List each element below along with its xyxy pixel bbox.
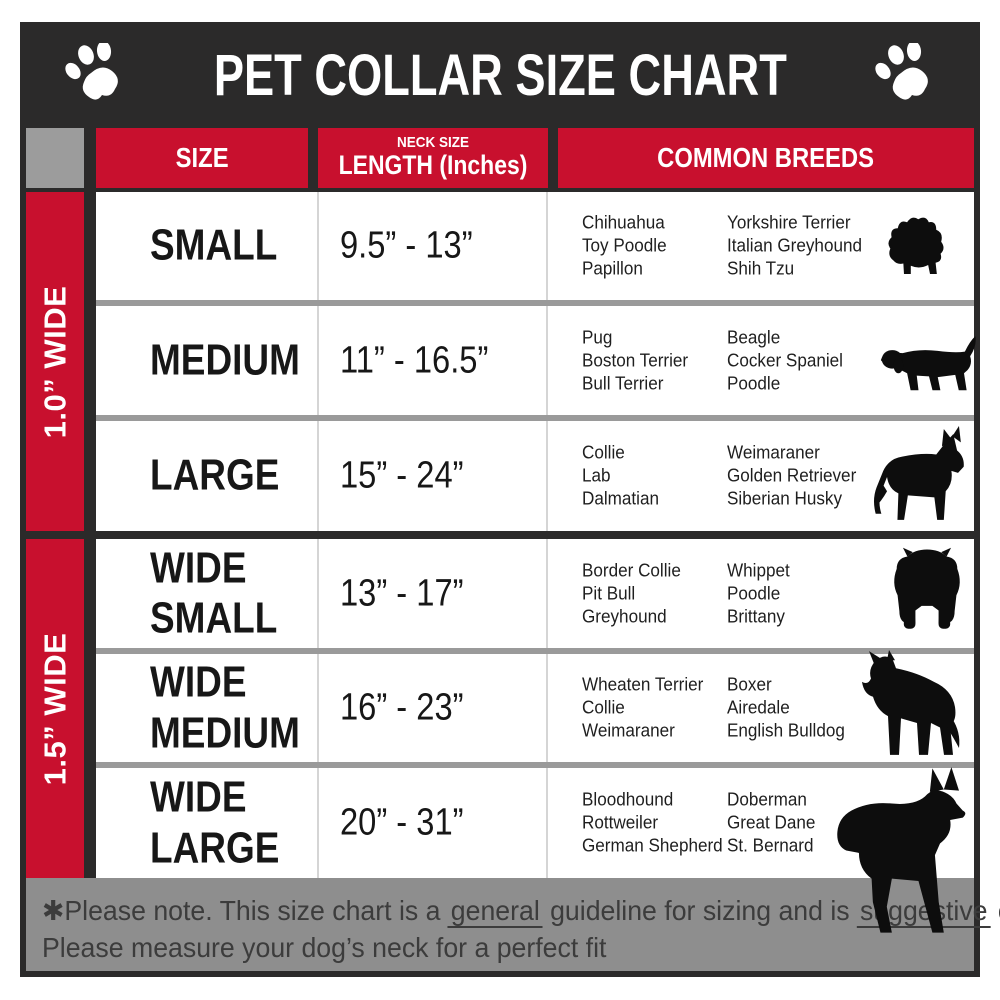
chart-frame: PET COLLAR SIZE CHART SIZE NECK SIZE LEN… [20,22,1000,977]
size-label: WIDE LARGE [150,772,280,872]
size-label: WIDE MEDIUM [150,657,300,757]
table-row-small: SMALL 9.5” - 13” Chihuahua Toy Poodle Papi… [96,192,974,300]
breeds-list-left: Pug Boston Terrier Bull Terrier [582,327,689,393]
neck-length-value: 13” - 17” [340,572,464,614]
paw-icon-left [65,43,118,100]
breeds-list-right: Beagle Cocker Spaniel Poodle [727,327,843,393]
footer-note-line-1: ✱Please note. This size chart is a gener… [42,892,1000,929]
table-row-wide-small: WIDE SMALL 13” - 17” Border Collie Pit Bu… [96,539,974,648]
breeds-list-left: Chihuahua Toy Poodle Papillon [582,212,667,279]
shih-tzu-icon [886,214,948,280]
neck-length-value: 11” - 16.5” [340,339,489,381]
doberman-icon [826,766,978,942]
breeds-list-left: Wheaten Terrier Collie Weimaraner [582,674,704,741]
size-label: LARGE [150,450,280,500]
row-divider [96,415,974,421]
breeds-list-right: Yorkshire Terrier Italian Greyhound Shih T… [727,212,862,279]
breeds-list-left: Border Collie Pit Bull Greyhound [582,560,681,626]
title-bar: PET COLLAR SIZE CHART [20,22,980,128]
size-label: MEDIUM [150,335,300,385]
table-row-wide-medium: WIDE MEDIUM 16” - 23” Wheaten Terrier Col… [96,654,974,762]
breeds-list-right: Whippet Poodle Brittany [727,560,790,626]
breeds-list-right: Weimaraner Golden Retriever Siberian Husky [727,442,857,509]
neck-length-value: 9.5” - 13” [340,224,473,267]
bulldog-icon [886,546,968,634]
beagle-icon [880,330,978,398]
breeds-list-left: Collie Lab Dalmatian [582,442,659,509]
neck-length-value: 15” - 24” [340,454,464,497]
neck-length-value: 16” - 23” [340,686,464,729]
size-label: SMALL [150,220,278,270]
column-header-common-breeds: COMMON BREEDS [558,128,974,188]
table-row-large: LARGE 15” - 24” Collie Lab Dalmatian Weima… [96,421,974,531]
section-label-1-5-inch-wide: 1.5” WIDE [26,539,84,878]
breeds-list-right: Boxer Airedale English Bulldog [727,674,845,741]
column-header-neck-size: NECK SIZE LENGTH (Inches) [318,128,548,188]
row-divider [96,300,974,306]
size-label: WIDE SMALL [150,542,278,643]
breeds-list-right: Doberman Great Dane St. Bernard [727,789,816,856]
breeds-list-left: Bloodhound Rottweiler German Shepherd [582,789,723,856]
corner-cell [26,128,84,188]
page-title: PET COLLAR SIZE CHART [213,42,787,108]
table-row-medium: MEDIUM 11” - 16.5” Pug Boston Terrier Bull… [96,306,974,415]
table-row-wide-large: WIDE LARGE 20” - 31” Bloodhound Rottweile… [96,768,974,878]
neck-length-value: 20” - 31” [340,801,464,844]
footer-note-line-2: Please measure your dog’s neck for a per… [42,932,607,963]
section-label-1-inch-wide: 1.0” WIDE [26,192,84,531]
pitbull-icon [860,650,972,764]
underlined-word-general: general [447,895,543,928]
row-divider [96,648,974,654]
row-divider [96,762,974,768]
footer-note: ✱Please note. This size chart is a gener… [26,878,1000,971]
shepherd-icon [870,426,976,528]
column-header-size: SIZE [96,128,308,188]
paw-icon-right [875,43,928,100]
